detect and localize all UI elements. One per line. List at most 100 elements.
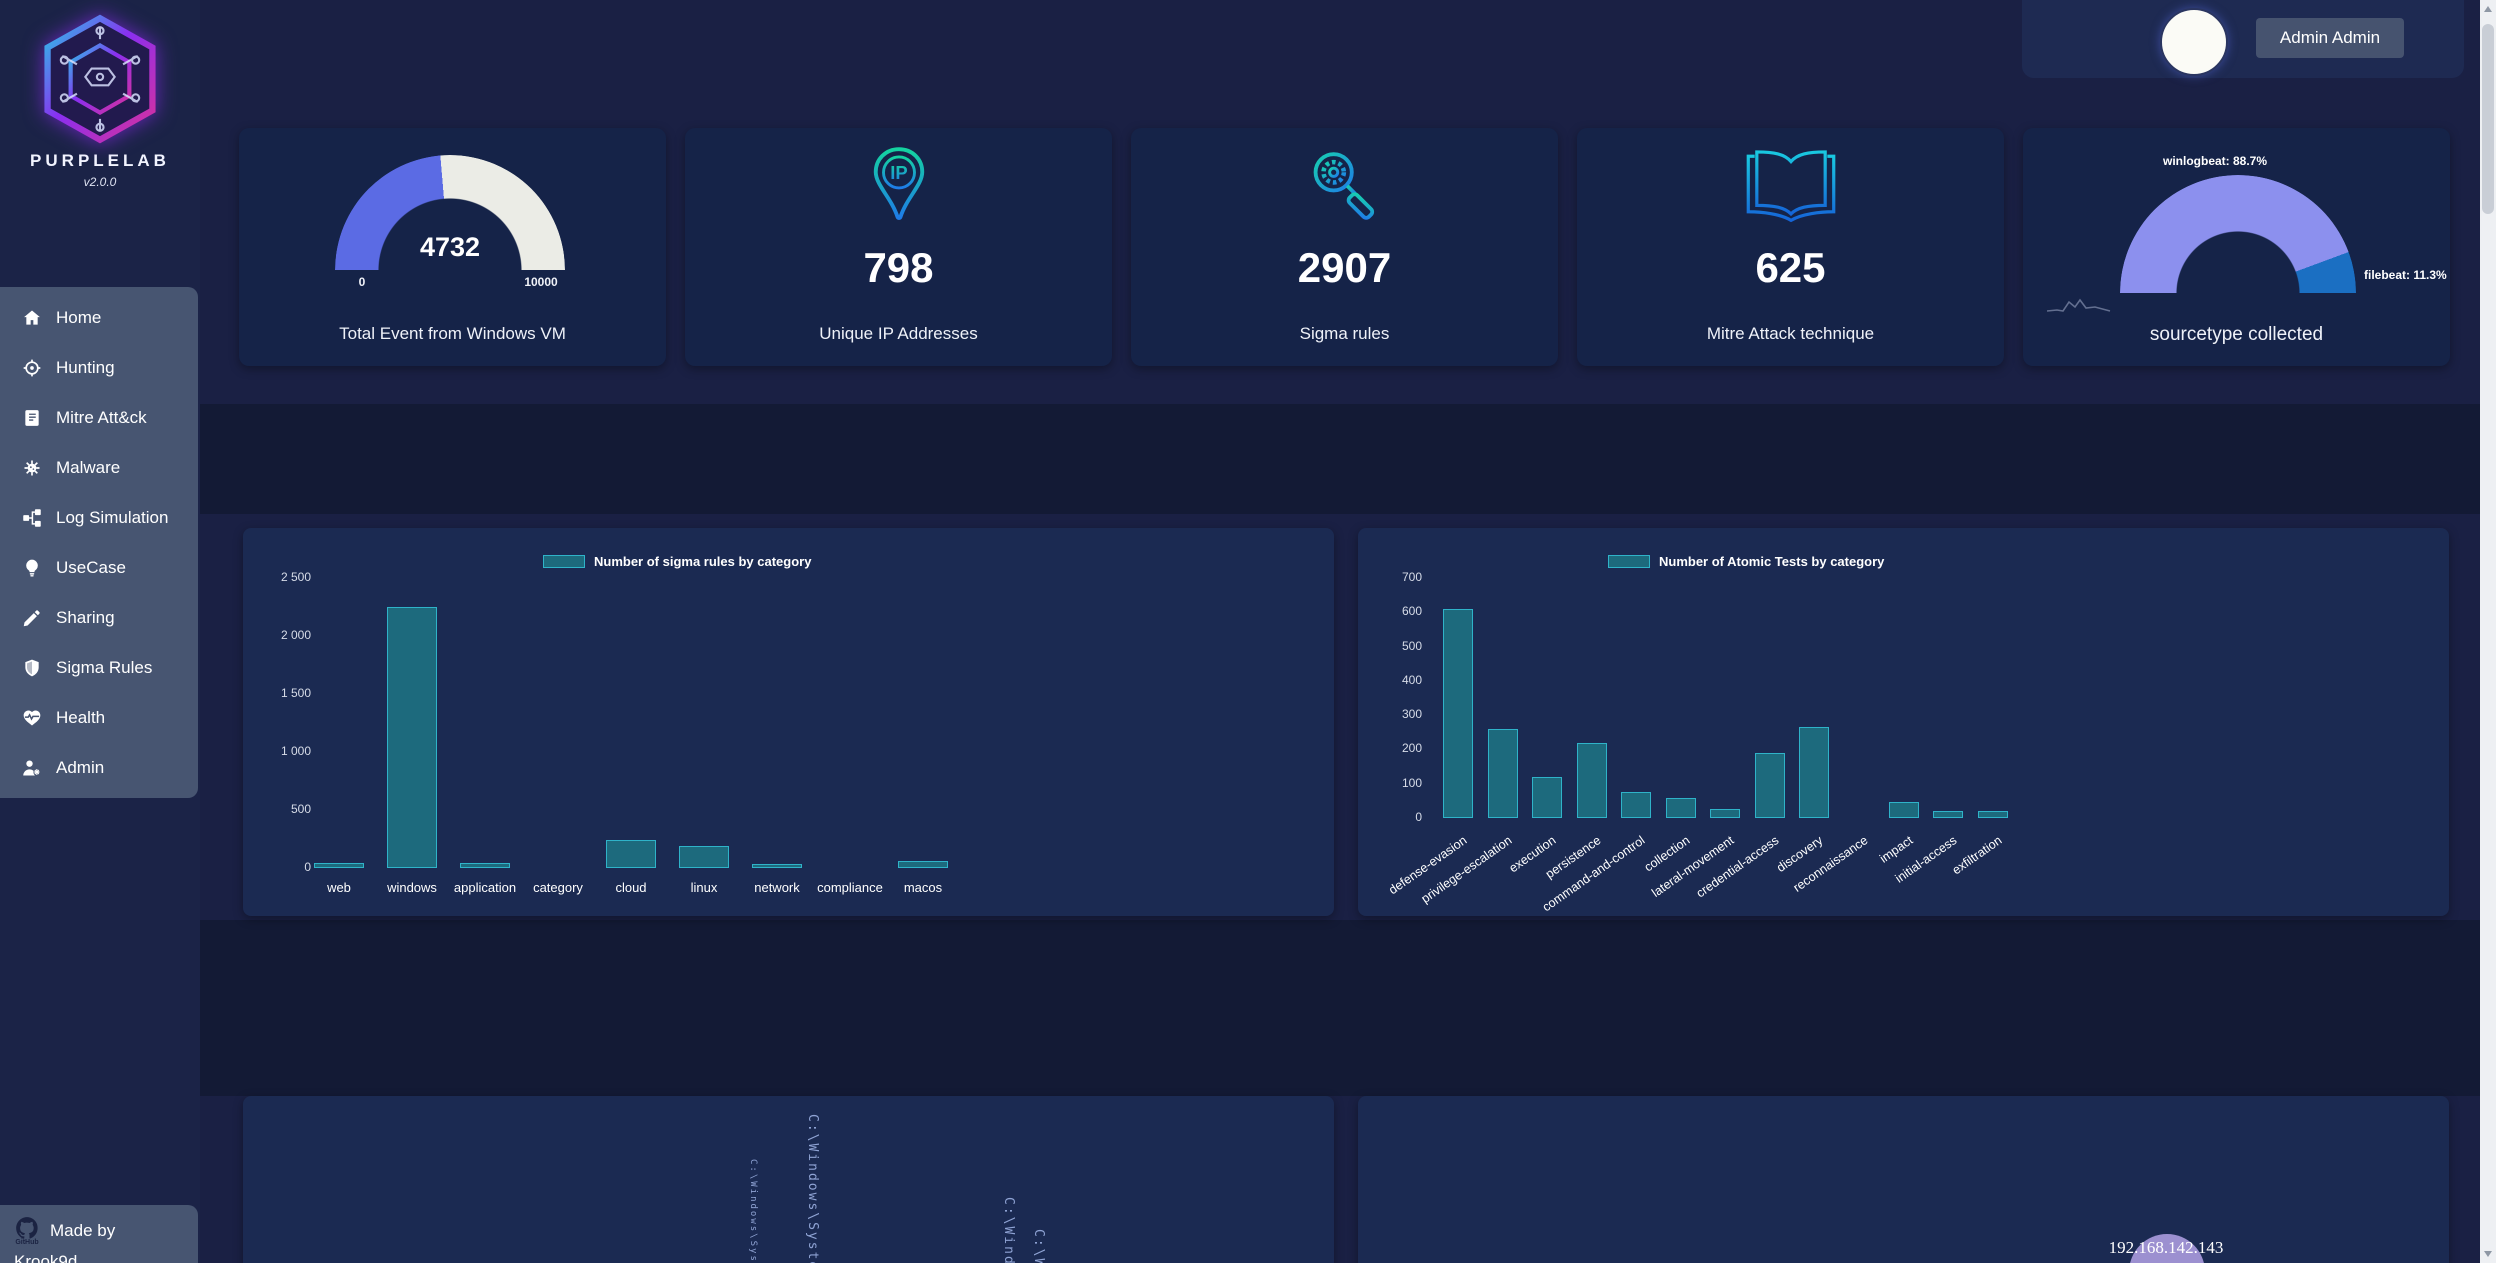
user-menu-button[interactable]: Admin Admin xyxy=(2256,18,2404,58)
chart-legend[interactable]: Number of sigma rules by category xyxy=(543,554,811,569)
sidebar-item-admin[interactable]: Admin xyxy=(0,743,198,793)
bar-privilege-escalation xyxy=(1487,728,1518,818)
x-tick-label: compliance xyxy=(817,880,883,895)
sparkline-decoration xyxy=(2047,298,2111,312)
stat-card-sourcetype: winlogbeat: 88.7% filebeat: 11.3% source… xyxy=(2023,128,2450,366)
legend-swatch xyxy=(543,555,585,568)
legend-label: Number of sigma rules by category xyxy=(594,554,812,569)
bar-discovery xyxy=(1799,727,1830,818)
avatar[interactable] xyxy=(2160,8,2228,76)
github-icon: GitHub xyxy=(14,1215,40,1246)
process-path-label: C:\Windo xyxy=(1001,1197,1016,1263)
sigma-rules-bar-chart: 0 500 1 000 1 500 2 000 2 500 web windows applic… xyxy=(243,528,1334,916)
stat-card-label: Unique IP Addresses xyxy=(819,324,978,343)
virus-icon xyxy=(22,458,42,478)
x-tick-label: linux xyxy=(690,880,718,895)
sidebar-item-log-simulation[interactable]: Log Simulation xyxy=(0,493,198,543)
stat-card-value: 625 xyxy=(1755,244,1826,291)
bar-collection xyxy=(1665,798,1696,818)
lightbulb-icon xyxy=(22,558,42,578)
x-tick-label: category xyxy=(533,880,583,895)
events-gauge xyxy=(335,155,565,270)
sidebar-item-malware[interactable]: Malware xyxy=(0,443,198,493)
sidebar-item-label: Malware xyxy=(56,458,121,477)
sidebar-item-label: Sharing xyxy=(56,608,115,627)
bar-initial-access xyxy=(1933,811,1964,818)
x-tick-label: network xyxy=(754,880,800,895)
bar-command-and-control xyxy=(1621,792,1652,818)
process-path-label: C:\Windows\Syst xyxy=(748,1159,758,1263)
process-path-label: C:\Wi xyxy=(1031,1229,1046,1263)
bar-linux xyxy=(679,845,729,868)
sidebar-item-sigma-rules[interactable]: Sigma Rules xyxy=(0,643,198,693)
atomic-tests-bar-chart: 0 100 200 300 400 500 600 700 defense-evasion pri… xyxy=(1358,528,2449,916)
bar-credential-access xyxy=(1754,752,1785,818)
bar-lateral-movement xyxy=(1710,809,1741,818)
y-tick-label: 400 xyxy=(1401,672,1422,687)
section-divider-band xyxy=(200,404,2480,514)
bar-defense-evasion xyxy=(1443,608,1473,818)
user-gear-icon xyxy=(22,758,42,778)
app-version: v2.0.0 xyxy=(83,175,117,189)
sidebar-item-label: Mitre Att&ck xyxy=(56,408,147,427)
stat-card-unique-ips: IP 798 Unique IP Addresses xyxy=(685,128,1112,366)
winlogbeat-segment-label: winlogbeat: 88.7% xyxy=(2163,154,2268,168)
gauge-min-label: 0 xyxy=(358,275,366,289)
bar-network xyxy=(752,863,802,868)
bar-execution xyxy=(1532,776,1563,818)
heart-pulse-icon xyxy=(22,708,42,728)
stat-card-label: sourcetype collected xyxy=(2149,324,2324,345)
sidebar-item-usecase[interactable]: UseCase xyxy=(0,543,198,593)
scrollbar-up-arrow-icon[interactable] xyxy=(2484,6,2492,12)
stat-card-value: 798 xyxy=(863,244,934,291)
purplelab-hex-logo-icon xyxy=(44,14,156,144)
svg-text:IP: IP xyxy=(890,162,907,183)
legend-label: Number of Atomic Tests by category xyxy=(1659,554,1885,569)
magnifier-gear-icon xyxy=(1131,144,1558,236)
sidebar-item-home[interactable]: Home xyxy=(0,293,198,343)
y-tick-label: 0 xyxy=(304,860,311,874)
sidebar-item-label: Admin xyxy=(56,758,105,777)
x-tick-label: cloud xyxy=(615,880,647,895)
sidebar-footer[interactable]: GitHub Made by Krook9d xyxy=(0,1205,198,1263)
network-node-label: 192.168.142.143 xyxy=(2108,1238,2224,1257)
stat-card-mitre-techniques: 625 Mitre Attack technique xyxy=(1577,128,2004,366)
sidebar-item-health[interactable]: Health xyxy=(0,693,198,743)
journal-icon xyxy=(22,408,42,428)
sidebar: PURPLELAB v2.0.0 Home Hunting Mitre Att&ck… xyxy=(0,0,200,1263)
chart-legend[interactable]: Number of Atomic Tests by category xyxy=(1608,554,1884,569)
stat-card-label: Sigma rules xyxy=(1299,324,1390,343)
filebeat-segment-label: filebeat: 11.3% xyxy=(2364,268,2447,282)
atomic-tests-chart-card: Number of Atomic Tests by category 0 100 2… xyxy=(1358,528,2449,916)
y-tick-label: 100 xyxy=(1401,775,1422,790)
y-tick-label: 700 xyxy=(1401,570,1422,584)
events-gauge-value: 4732 xyxy=(419,232,481,262)
bar-persistence xyxy=(1576,742,1607,818)
sidebar-item-mitre-att-ck[interactable]: Mitre Att&ck xyxy=(0,393,198,443)
bar-cloud xyxy=(606,840,656,868)
legend-swatch xyxy=(1608,555,1650,568)
bar-windows xyxy=(387,607,437,868)
scrollbar-thumb[interactable] xyxy=(2482,24,2494,214)
y-tick-label: 500 xyxy=(1401,638,1422,653)
crosshair-icon xyxy=(22,358,42,378)
stat-card-value: 2907 xyxy=(1297,244,1392,291)
home-icon xyxy=(22,308,42,328)
x-tick-label: windows xyxy=(387,880,437,895)
stat-card-total-events: 4732 0 10000 Total Event from Windows VM xyxy=(239,128,666,366)
scrollbar-track[interactable] xyxy=(2480,0,2496,1263)
author-link[interactable]: Krook9d xyxy=(14,1252,78,1263)
sidebar-item-label: Health xyxy=(56,708,106,727)
scrollbar-down-arrow-icon[interactable] xyxy=(2484,1251,2492,1257)
made-by-text: Made by xyxy=(50,1220,116,1240)
sidebar-item-sharing[interactable]: Sharing xyxy=(0,593,198,643)
sidebar-item-hunting[interactable]: Hunting xyxy=(0,343,198,393)
process-path-label: C:\Windows\System3 xyxy=(805,1114,820,1263)
sidebar-item-label: Hunting xyxy=(56,358,115,377)
y-tick-label: 500 xyxy=(290,802,311,816)
sidebar-item-label: Log Simulation xyxy=(56,508,169,527)
stat-card-sigma-rules: 2907 Sigma rules xyxy=(1131,128,1558,366)
y-tick-label: 2 500 xyxy=(280,570,311,584)
shield-icon xyxy=(22,658,42,678)
